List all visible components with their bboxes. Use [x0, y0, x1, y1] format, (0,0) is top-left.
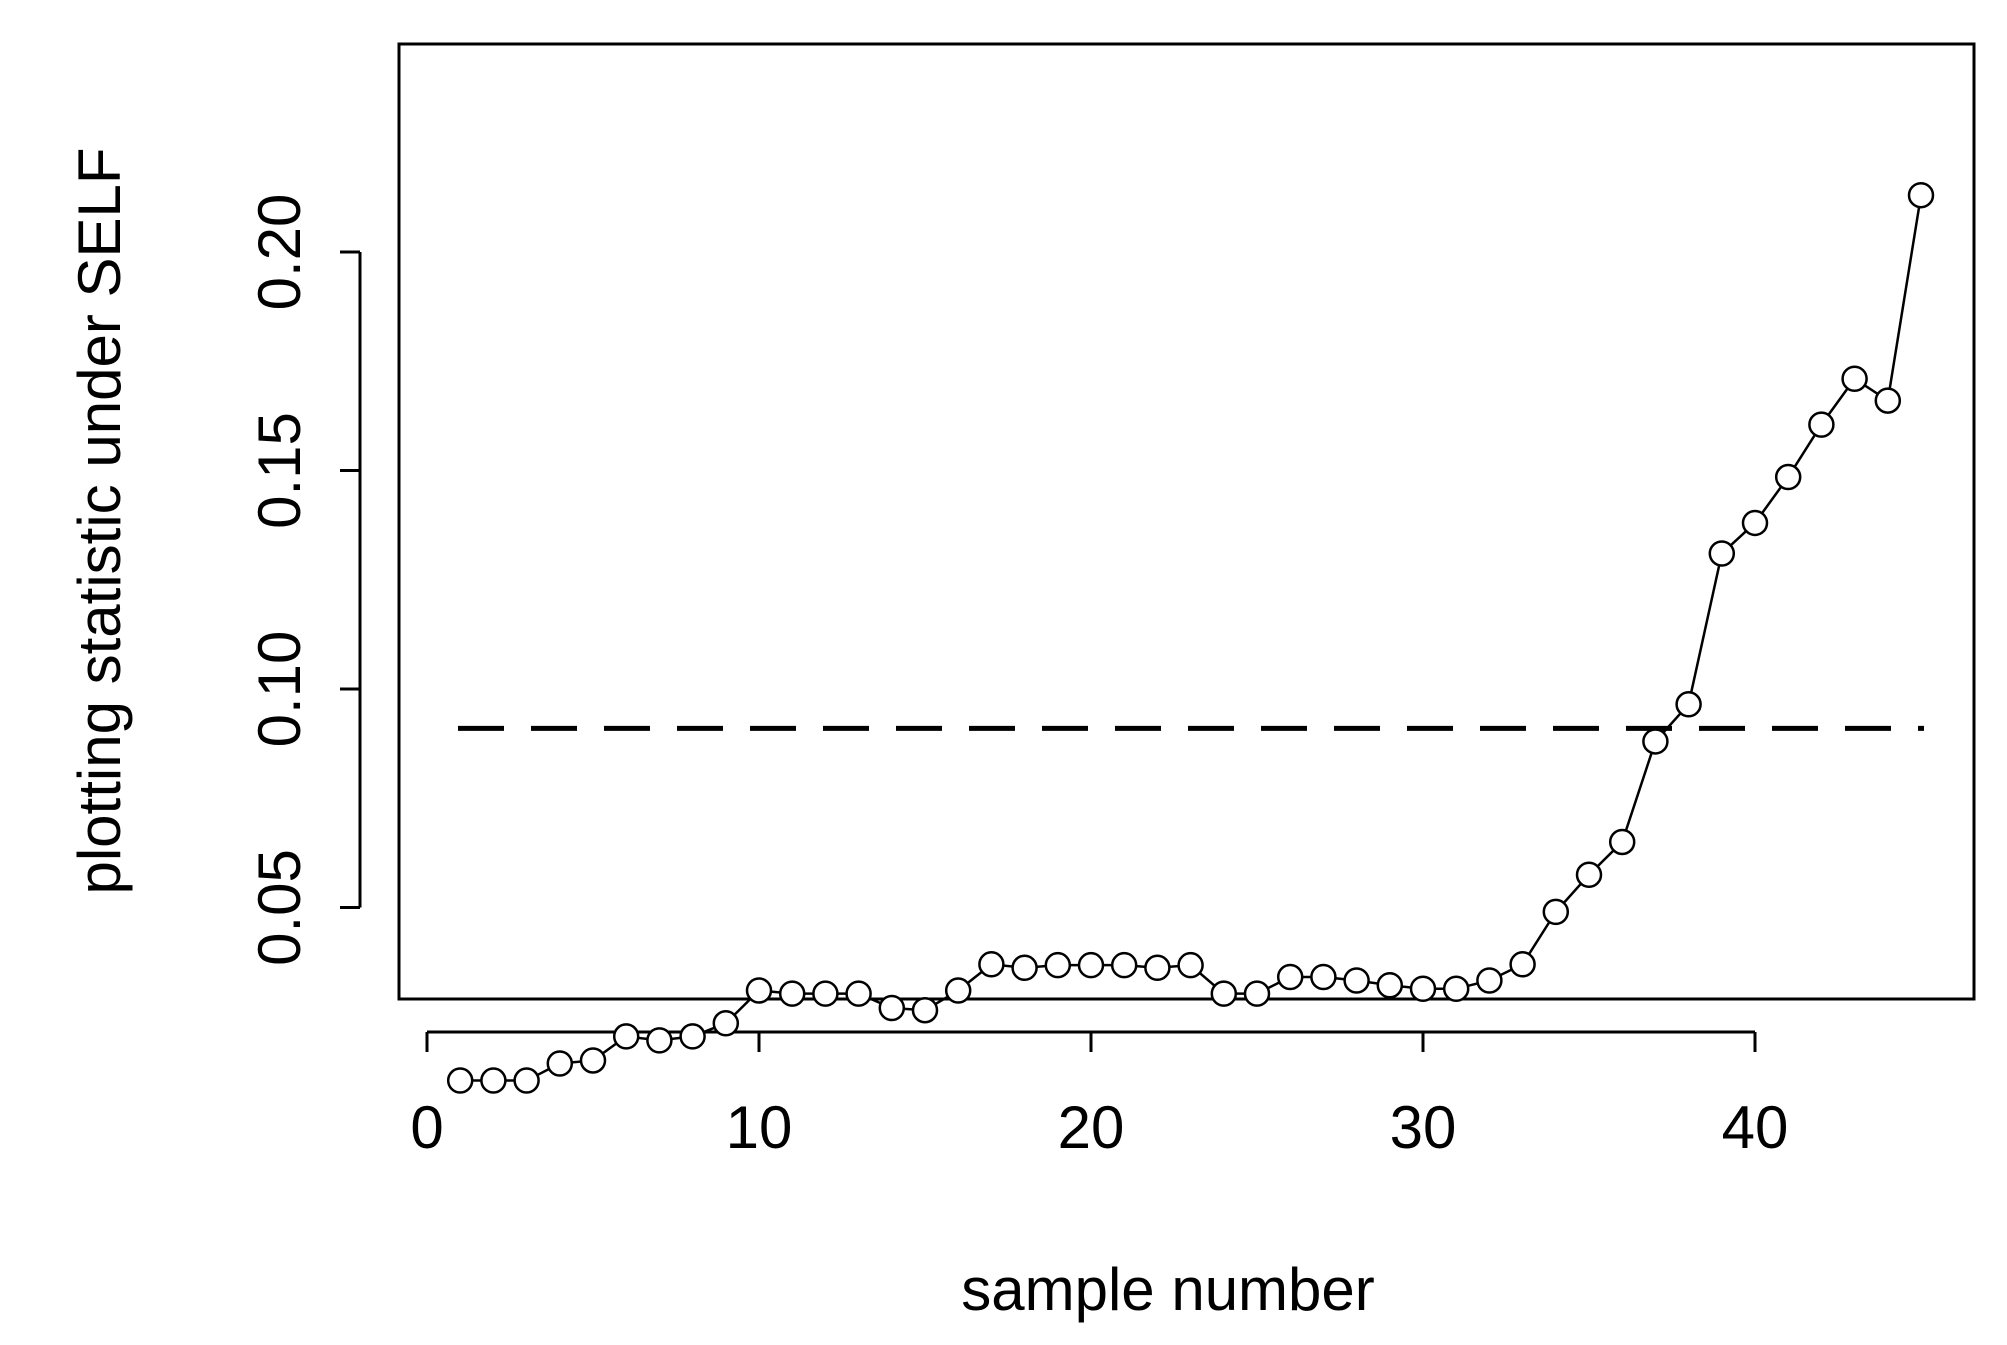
- data-point: [1077, 951, 1105, 979]
- data-point: [1907, 181, 1935, 209]
- x-tick-label: 0: [410, 1094, 443, 1161]
- data-point: [1376, 972, 1404, 999]
- data-point: [778, 980, 806, 1007]
- data-point: [1608, 828, 1636, 856]
- data-point: [1210, 980, 1238, 1007]
- data-point: [679, 1023, 706, 1050]
- data-point: [1144, 954, 1171, 982]
- y-ticks: 0.05 0.10 0.15 0.20: [246, 194, 360, 966]
- data-point: [1575, 861, 1603, 888]
- data-point: [513, 1067, 540, 1094]
- data-point: [1110, 951, 1138, 979]
- data-point: [845, 980, 872, 1007]
- data-point: [1808, 411, 1835, 438]
- data-point: [1343, 967, 1370, 994]
- data-point: [1044, 951, 1072, 979]
- data-point: [1243, 980, 1271, 1007]
- series-line: [460, 194, 1923, 1082]
- data-point: [546, 1050, 574, 1077]
- data-point: [1642, 728, 1669, 755]
- data-point: [1276, 963, 1304, 991]
- data-point: [878, 994, 906, 1022]
- data-point: [944, 977, 972, 1004]
- data-point: [1708, 540, 1736, 567]
- data-point: [579, 1047, 607, 1074]
- data-point: [978, 951, 1005, 978]
- data-point: [1011, 954, 1038, 982]
- data-point: [1675, 691, 1702, 718]
- series-group: [446, 181, 1935, 1094]
- y-axis-title: plotting statistic under SELF: [66, 147, 133, 894]
- data-point: [1442, 975, 1470, 1003]
- y-tick-label: 0.05: [246, 849, 313, 966]
- data-point: [1741, 509, 1769, 537]
- data-point: [745, 977, 773, 1004]
- plot-frame: [397, 42, 1976, 1001]
- y-tick-label: 0.15: [246, 412, 313, 529]
- data-point: [480, 1067, 507, 1094]
- data-point: [612, 1023, 640, 1050]
- data-point: [1774, 463, 1802, 491]
- x-tick-label: 10: [726, 1094, 793, 1161]
- data-point: [446, 1067, 474, 1094]
- x-ticks: 0 10 20 30 40: [410, 1032, 1788, 1161]
- x-tick-label: 40: [1722, 1094, 1789, 1161]
- data-point: [1841, 365, 1868, 392]
- data-point: [911, 996, 939, 1024]
- y-tick-label: 0.10: [246, 631, 313, 748]
- data-point: [1509, 951, 1536, 978]
- data-point: [712, 1010, 740, 1037]
- data-point: [812, 980, 839, 1007]
- y-tick-label: 0.20: [246, 194, 313, 311]
- data-point: [646, 1027, 673, 1054]
- data-point: [1177, 951, 1204, 979]
- data-point: [1874, 387, 1902, 414]
- x-axis-title: sample number: [961, 1256, 1375, 1323]
- data-point: [1310, 963, 1337, 991]
- x-tick-label: 20: [1058, 1094, 1125, 1161]
- x-tick-label: 30: [1390, 1094, 1457, 1161]
- data-point: [1542, 898, 1570, 926]
- data-point: [1409, 975, 1437, 1003]
- data-point: [1476, 967, 1503, 994]
